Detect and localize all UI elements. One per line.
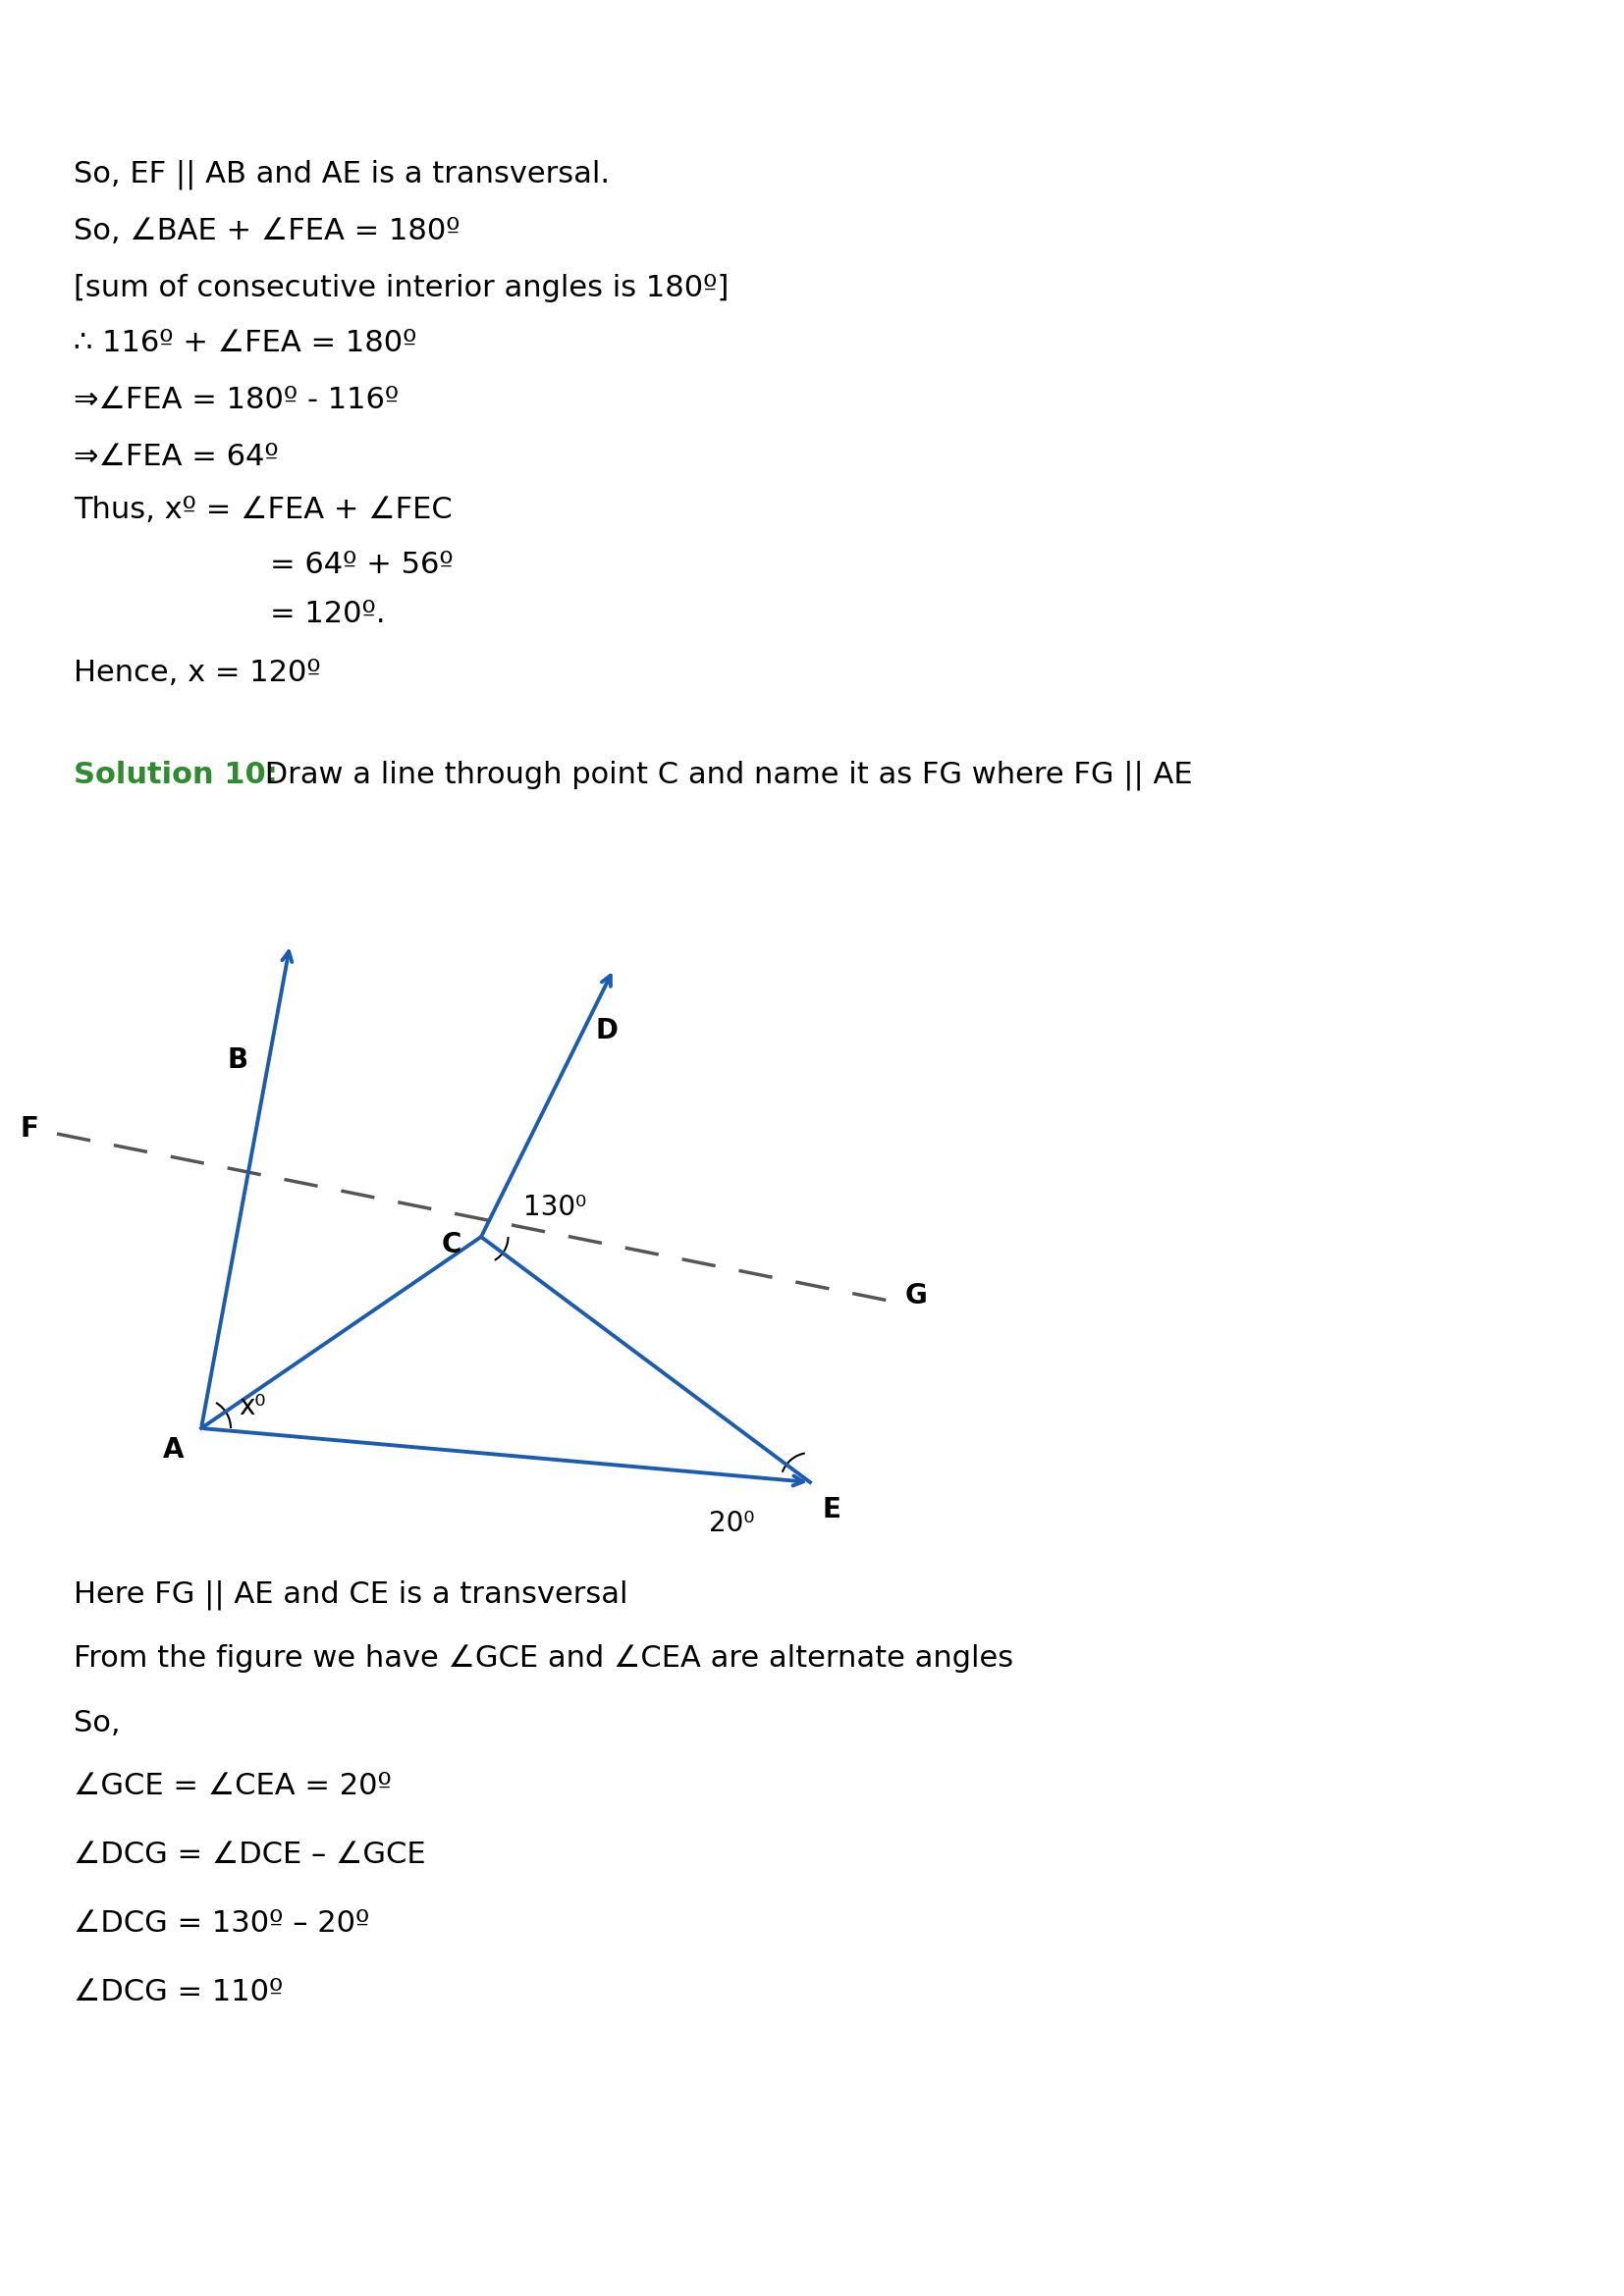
Text: ∴ 116º + ∠FEA = 180º: ∴ 116º + ∠FEA = 180º [73, 328, 417, 358]
Text: ∠DCG = 110º: ∠DCG = 110º [73, 1979, 283, 2007]
Text: 130⁰: 130⁰ [523, 1194, 586, 1221]
Text: Study Path: Study Path [44, 117, 132, 131]
Text: D: D [596, 1017, 619, 1045]
Text: Chapter 7: Lines and Angles: Chapter 7: Lines and Angles [640, 106, 984, 129]
Text: Here FG || AE and CE is a transversal: Here FG || AE and CE is a transversal [73, 1580, 628, 1609]
Text: ∠DCG = ∠DCE – ∠GCE: ∠DCG = ∠DCE – ∠GCE [73, 1841, 425, 1869]
Text: Thus, xº = ∠FEA + ∠FEC: Thus, xº = ∠FEA + ∠FEC [73, 496, 453, 526]
Text: E: E [822, 1497, 841, 1525]
Text: So, EF || AB and AE is a transversal.: So, EF || AB and AE is a transversal. [73, 161, 609, 191]
Text: Class - 9: Class - 9 [760, 25, 864, 48]
Text: C: C [442, 1231, 461, 1258]
Text: So, ∠BAE + ∠FEA = 180º: So, ∠BAE + ∠FEA = 180º [73, 218, 460, 246]
Text: From the figure we have ∠GCE and ∠CEA are alternate angles: From the figure we have ∠GCE and ∠CEA ar… [73, 1644, 1013, 1674]
Text: ⇒∠FEA = 64º: ⇒∠FEA = 64º [73, 443, 279, 471]
Text: B: B [227, 1047, 248, 1075]
Text: ∠DCG = 130º – 20º: ∠DCG = 130º – 20º [73, 1910, 370, 1938]
Text: Hence, x = 120º: Hence, x = 120º [73, 659, 322, 687]
Text: 20⁰: 20⁰ [708, 1511, 754, 1538]
Text: RS Aggarwal Solutions: RS Aggarwal Solutions [654, 64, 970, 87]
Text: ⇒∠FEA = 180º - 116º: ⇒∠FEA = 180º - 116º [73, 386, 400, 416]
Text: [sum of consecutive interior angles is 180º]: [sum of consecutive interior angles is 1… [73, 273, 729, 301]
Text: x⁰: x⁰ [239, 1394, 266, 1421]
Text: So,: So, [73, 1708, 120, 1738]
Text: A: A [164, 1435, 185, 1463]
Text: Solution 10:: Solution 10: [73, 762, 278, 790]
Text: Draw a line through point C and name it as FG where FG || AE: Draw a line through point C and name it … [255, 760, 1192, 790]
Text: ∠GCE = ∠CEA = 20º: ∠GCE = ∠CEA = 20º [73, 1773, 391, 1800]
Text: F: F [19, 1116, 39, 1143]
Text: G: G [905, 1281, 927, 1309]
Text: = 120º.: = 120º. [270, 599, 385, 627]
Text: Page 7 of 16: Page 7 of 16 [736, 2245, 888, 2268]
Text: = 64º + 56º: = 64º + 56º [270, 551, 453, 579]
